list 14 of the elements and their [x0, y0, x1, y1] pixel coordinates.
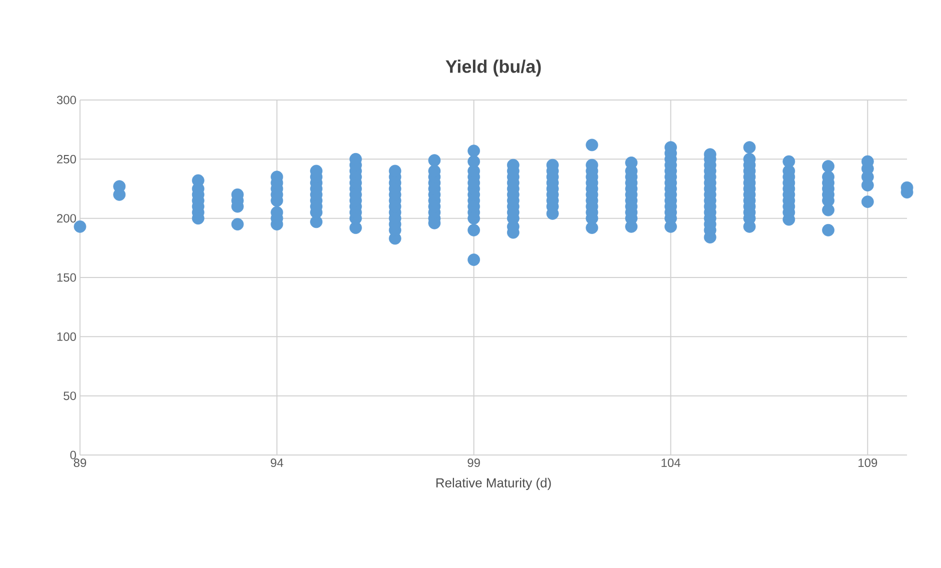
y-tick-label: 100 — [57, 332, 76, 341]
y-tick-label: 250 — [57, 154, 76, 164]
x-axis-title: Relative Maturity (d) — [436, 478, 551, 490]
x-tick-label: 89 — [74, 458, 86, 468]
y-tick-label: 150 — [57, 273, 76, 282]
x-tick-label: 99 — [468, 458, 480, 468]
x-tick-label: 104 — [662, 458, 680, 468]
y-tick-label: 300 — [56, 96, 76, 104]
y-tick-label: 50 — [64, 392, 76, 400]
x-tick-label: 94 — [270, 458, 284, 468]
chart-title: Yield (bu/a) — [446, 60, 541, 76]
y-tick-label: 200 — [57, 214, 76, 223]
x-tick-label: 109 — [858, 458, 878, 468]
y-tick-label: 0 — [70, 450, 76, 460]
